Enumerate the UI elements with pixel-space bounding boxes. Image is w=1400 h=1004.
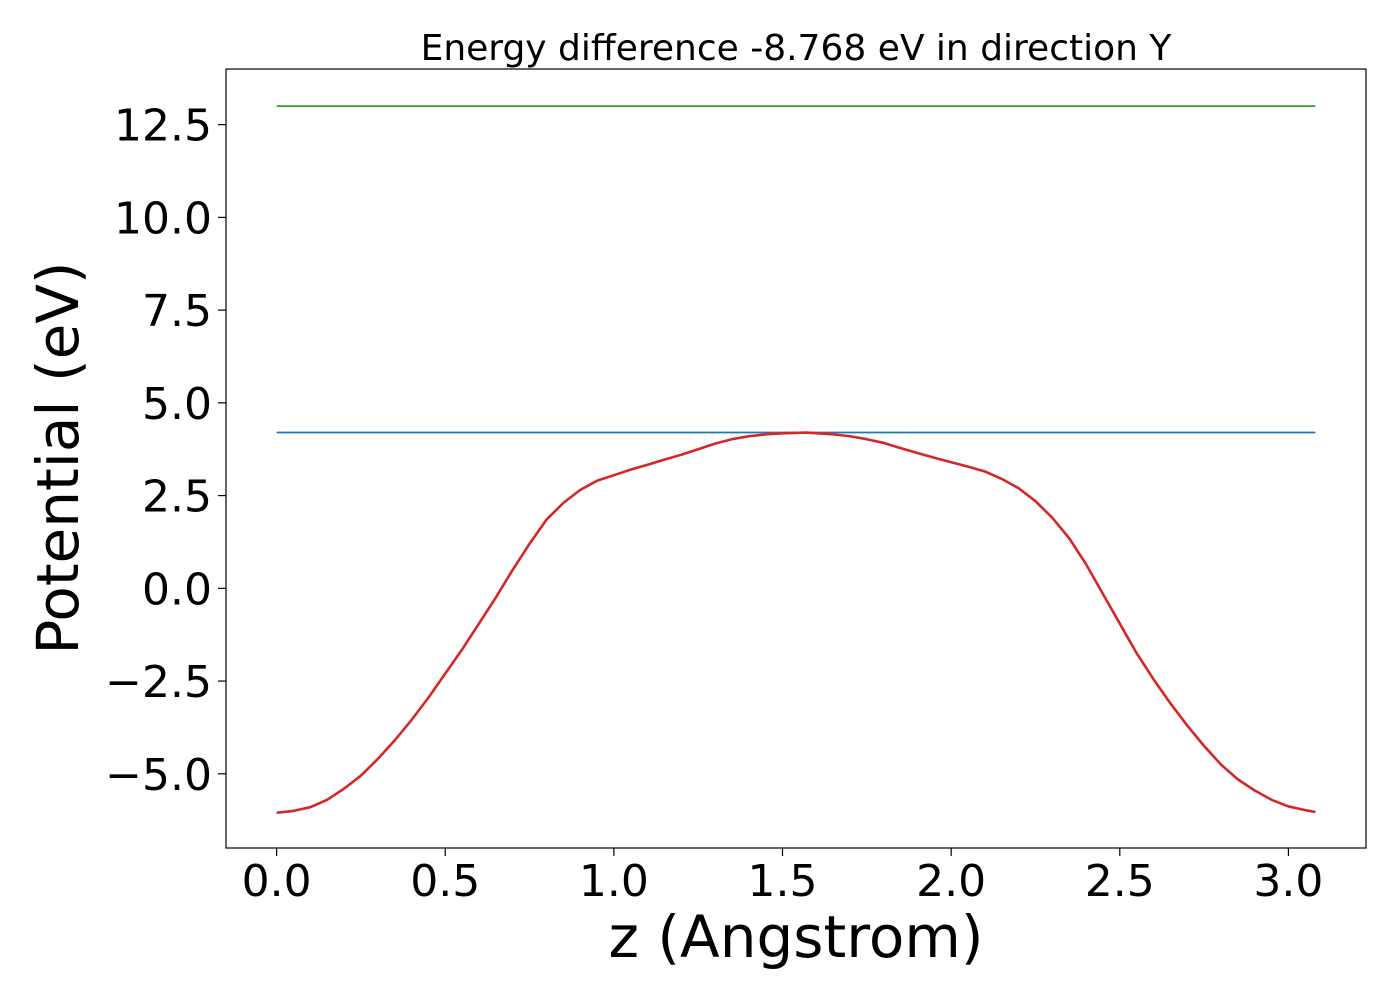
plot-area [225,68,1367,849]
y-tick-label: 7.5 [142,286,212,337]
x-tick-label: 2.0 [916,856,986,907]
y-tick-label: −5.0 [105,750,212,801]
y-tick-label: 5.0 [142,379,212,430]
y-tick-label: 0.0 [142,564,212,615]
x-tick-label: 0.5 [410,856,480,907]
series-layer [276,105,1316,815]
y-tick-label: 2.5 [142,472,212,523]
chart-title: Energy difference -8.768 eV in direction… [421,28,1173,69]
x-tick-label: 1.0 [579,856,649,907]
x-tick-label: 0.0 [242,856,312,907]
y-tick-label: 10.0 [114,193,212,244]
y-tick-label: 12.5 [114,101,212,152]
x-tick-label: 2.5 [1085,856,1155,907]
x-axis-label: z (Angstrom) [609,903,984,971]
x-axis-ticks: 0.0 0.5 1.0 1.5 2.0 2.5 3.0 [242,848,1323,907]
y-axis-ticks: −5.0 −2.5 0.0 2.5 5.0 7.5 10.0 12.5 [105,101,226,801]
series-line-2 [276,431,1316,815]
x-tick-label: 1.5 [748,856,818,907]
y-axis-label: Potential (eV) [24,261,92,654]
y-tick-label: −2.5 [105,657,212,708]
x-tick-label: 3.0 [1253,856,1323,907]
